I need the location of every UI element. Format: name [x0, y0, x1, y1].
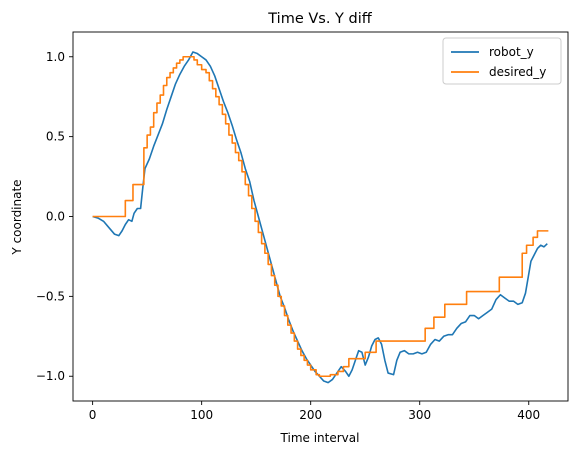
x-tick-label: 400	[517, 408, 540, 422]
series-line-desired-y	[92, 55, 549, 378]
legend-label-desired-y: desired_y	[489, 65, 546, 79]
chart-title: Time Vs. Y diff	[267, 11, 372, 27]
y-tick-label: 1.0	[46, 50, 65, 64]
y-axis-label: Y coordinate	[10, 179, 24, 255]
x-axis-label: Time interval	[280, 431, 360, 445]
y-tick-label: 0.5	[46, 130, 65, 144]
y-tick-label: −0.5	[36, 289, 65, 303]
plot-area	[92, 51, 549, 384]
legend: robot_y desired_y	[442, 37, 562, 85]
series-line-robot-y	[92, 51, 548, 384]
axes: 0 100 200 300 400 −1.0 −0.5 0.0 0.5 1.0	[36, 31, 569, 422]
x-tick-label: 100	[190, 408, 213, 422]
x-tick-label: 0	[89, 408, 97, 422]
x-tick-label: 300	[408, 408, 431, 422]
x-tick-label: 200	[299, 408, 322, 422]
legend-label-robot-y: robot_y	[489, 45, 534, 59]
y-tick-label: −1.0	[36, 369, 65, 383]
y-tick-label: 0.0	[46, 210, 65, 224]
